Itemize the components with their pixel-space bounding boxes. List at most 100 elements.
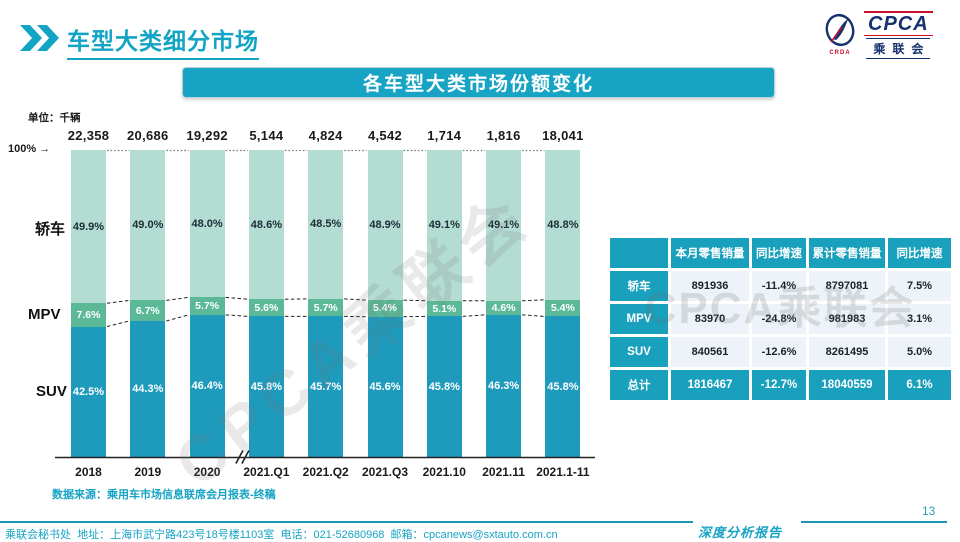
logo-wordmark: CPCA 乘联会 — [864, 11, 933, 59]
bar-segment-suv: 45.6% — [368, 317, 403, 457]
page-title: 车型大类细分市场 — [67, 22, 259, 60]
x-axis-label: 2019 — [134, 465, 161, 479]
bar-segment-轿车: 48.0% — [190, 150, 225, 297]
stacked-bar: 48.8% 5.4% 45.8% — [545, 150, 580, 457]
table-header-cell: 同比增速 — [888, 238, 951, 268]
bar-segment-轿车: 48.6% — [249, 150, 284, 299]
segment-percent-label: 7.6% — [77, 309, 101, 321]
table-cell: 7.5% — [888, 271, 951, 301]
segment-percent-label: 5.7% — [314, 302, 338, 314]
segment-percent-label: 45.8% — [429, 381, 460, 393]
segment-percent-label: 6.7% — [136, 305, 160, 317]
table-cell: 840561 — [671, 337, 749, 367]
chart-title-banner: 各车型大类市场份额变化 — [182, 67, 775, 98]
table-cell: -12.7% — [752, 370, 806, 400]
segment-percent-label: 4.6% — [492, 302, 516, 314]
bar-segment-mpv: 4.6% — [486, 301, 521, 315]
logo-crda-text: CRDA — [829, 50, 850, 56]
table-cell: 891936 — [671, 271, 749, 301]
table-row-label: SUV — [610, 337, 668, 367]
bar-segment-mpv: 5.7% — [190, 297, 225, 314]
segment-percent-label: 5.1% — [432, 303, 456, 315]
y100-text: 100% — [8, 143, 36, 155]
bar-segment-轿车: 48.5% — [308, 150, 343, 299]
bar-segment-mpv: 5.4% — [545, 300, 580, 317]
bar-total-label: 20,686 — [127, 128, 169, 143]
table-header-cell: 累计零售销量 — [809, 238, 885, 268]
bar-segment-轿车: 49.1% — [427, 150, 462, 301]
stacked-bar: 48.9% 5.4% 45.6% — [368, 150, 403, 457]
segment-percent-label: 5.7% — [195, 300, 219, 312]
bar-segment-轿车: 48.9% — [368, 150, 403, 300]
table-header-cell: 本月零售销量 — [671, 238, 749, 268]
table-cell: -11.4% — [752, 271, 806, 301]
table-row-label: MPV — [610, 304, 668, 334]
x-axis-label: 2021.Q1 — [243, 465, 289, 479]
logo-cpca-text: CPCA — [864, 11, 933, 36]
table-cell: 5.0% — [888, 337, 951, 367]
segment-percent-label: 45.8% — [251, 381, 282, 393]
segment-percent-label: 48.8% — [547, 219, 578, 231]
stacked-bar: 49.9% 7.6% 42.5% — [71, 150, 106, 457]
cpca-logo: CRDA CPCA 乘联会 — [820, 8, 946, 62]
bar-segment-mpv: 5.4% — [368, 300, 403, 317]
segment-percent-label: 48.9% — [369, 219, 400, 231]
double-chevron-icon — [20, 25, 60, 51]
bar-segment-suv: 45.8% — [427, 316, 462, 457]
logo-cn-text: 乘联会 — [866, 38, 930, 59]
bar-total-label: 5,144 — [249, 128, 283, 143]
footer-divider-right — [801, 521, 947, 523]
bar-segment-suv: 44.3% — [130, 321, 165, 457]
table-cell: 83970 — [671, 304, 749, 334]
bar-segment-mpv: 7.6% — [71, 303, 106, 326]
segment-percent-label: 42.5% — [73, 386, 104, 398]
bar-total-label: 4,824 — [309, 128, 343, 143]
bar-segment-suv: 45.7% — [308, 316, 343, 457]
segment-percent-label: 48.6% — [251, 219, 282, 231]
table-cell: 6.1% — [888, 370, 951, 400]
segment-percent-label: 48.5% — [310, 218, 341, 230]
segment-percent-label: 5.4% — [373, 302, 397, 314]
segment-percent-label: 5.4% — [551, 302, 575, 314]
bar-segment-mpv: 5.6% — [249, 299, 284, 316]
stacked-bar: 48.5% 5.7% 45.7% — [308, 150, 343, 457]
bar-total-label: 19,292 — [186, 128, 228, 143]
bar-segment-轿车: 49.0% — [130, 150, 165, 300]
footer-divider-left — [0, 521, 693, 523]
table-row-label: 总计 — [610, 370, 668, 400]
segment-percent-label: 49.9% — [73, 221, 104, 233]
segment-percent-label: 46.4% — [191, 380, 222, 392]
stacked-bar: 49.0% 6.7% 44.3% — [130, 150, 165, 457]
segment-percent-label: 49.0% — [132, 219, 163, 231]
table-cell: 8797081 — [809, 271, 885, 301]
segment-percent-label: 45.8% — [547, 381, 578, 393]
bar-segment-轿车: 49.1% — [486, 150, 521, 301]
table-cell: 1816467 — [671, 370, 749, 400]
table-row-label: 轿车 — [610, 271, 668, 301]
x-axis-label: 2021.11 — [482, 465, 525, 479]
bar-segment-suv: 45.8% — [545, 316, 580, 457]
bar-segment-suv: 45.8% — [249, 316, 284, 457]
bar-segment-mpv: 5.1% — [427, 301, 462, 317]
page-number: 13 — [922, 504, 935, 518]
segment-percent-label: 45.6% — [369, 381, 400, 393]
unit-label: 单位：千辆 — [28, 110, 81, 125]
segment-percent-label: 46.3% — [488, 380, 519, 392]
bar-total-label: 1,816 — [487, 128, 521, 143]
table-cell: -24.8% — [752, 304, 806, 334]
x-axis-label: 2020 — [194, 465, 221, 479]
table-header-cell — [610, 238, 668, 268]
table-cell: 3.1% — [888, 304, 951, 334]
table-cell: 18040559 — [809, 370, 885, 400]
x-axis-label: 2021.1-11 — [536, 465, 589, 479]
bar-total-label: 1,714 — [427, 128, 461, 143]
stacked-bar: 49.1%4.6% 46.3% — [486, 150, 521, 457]
segment-percent-label: 45.7% — [310, 381, 341, 393]
report-type-label: 深度分析报告 — [698, 522, 782, 541]
bar-segment-suv: 46.4% — [190, 315, 225, 457]
table-cell: -12.6% — [752, 337, 806, 367]
x-axis-label: 2021.10 — [423, 465, 466, 479]
bar-total-label: 4,542 — [368, 128, 402, 143]
x-axis-label: 2021.Q3 — [362, 465, 408, 479]
